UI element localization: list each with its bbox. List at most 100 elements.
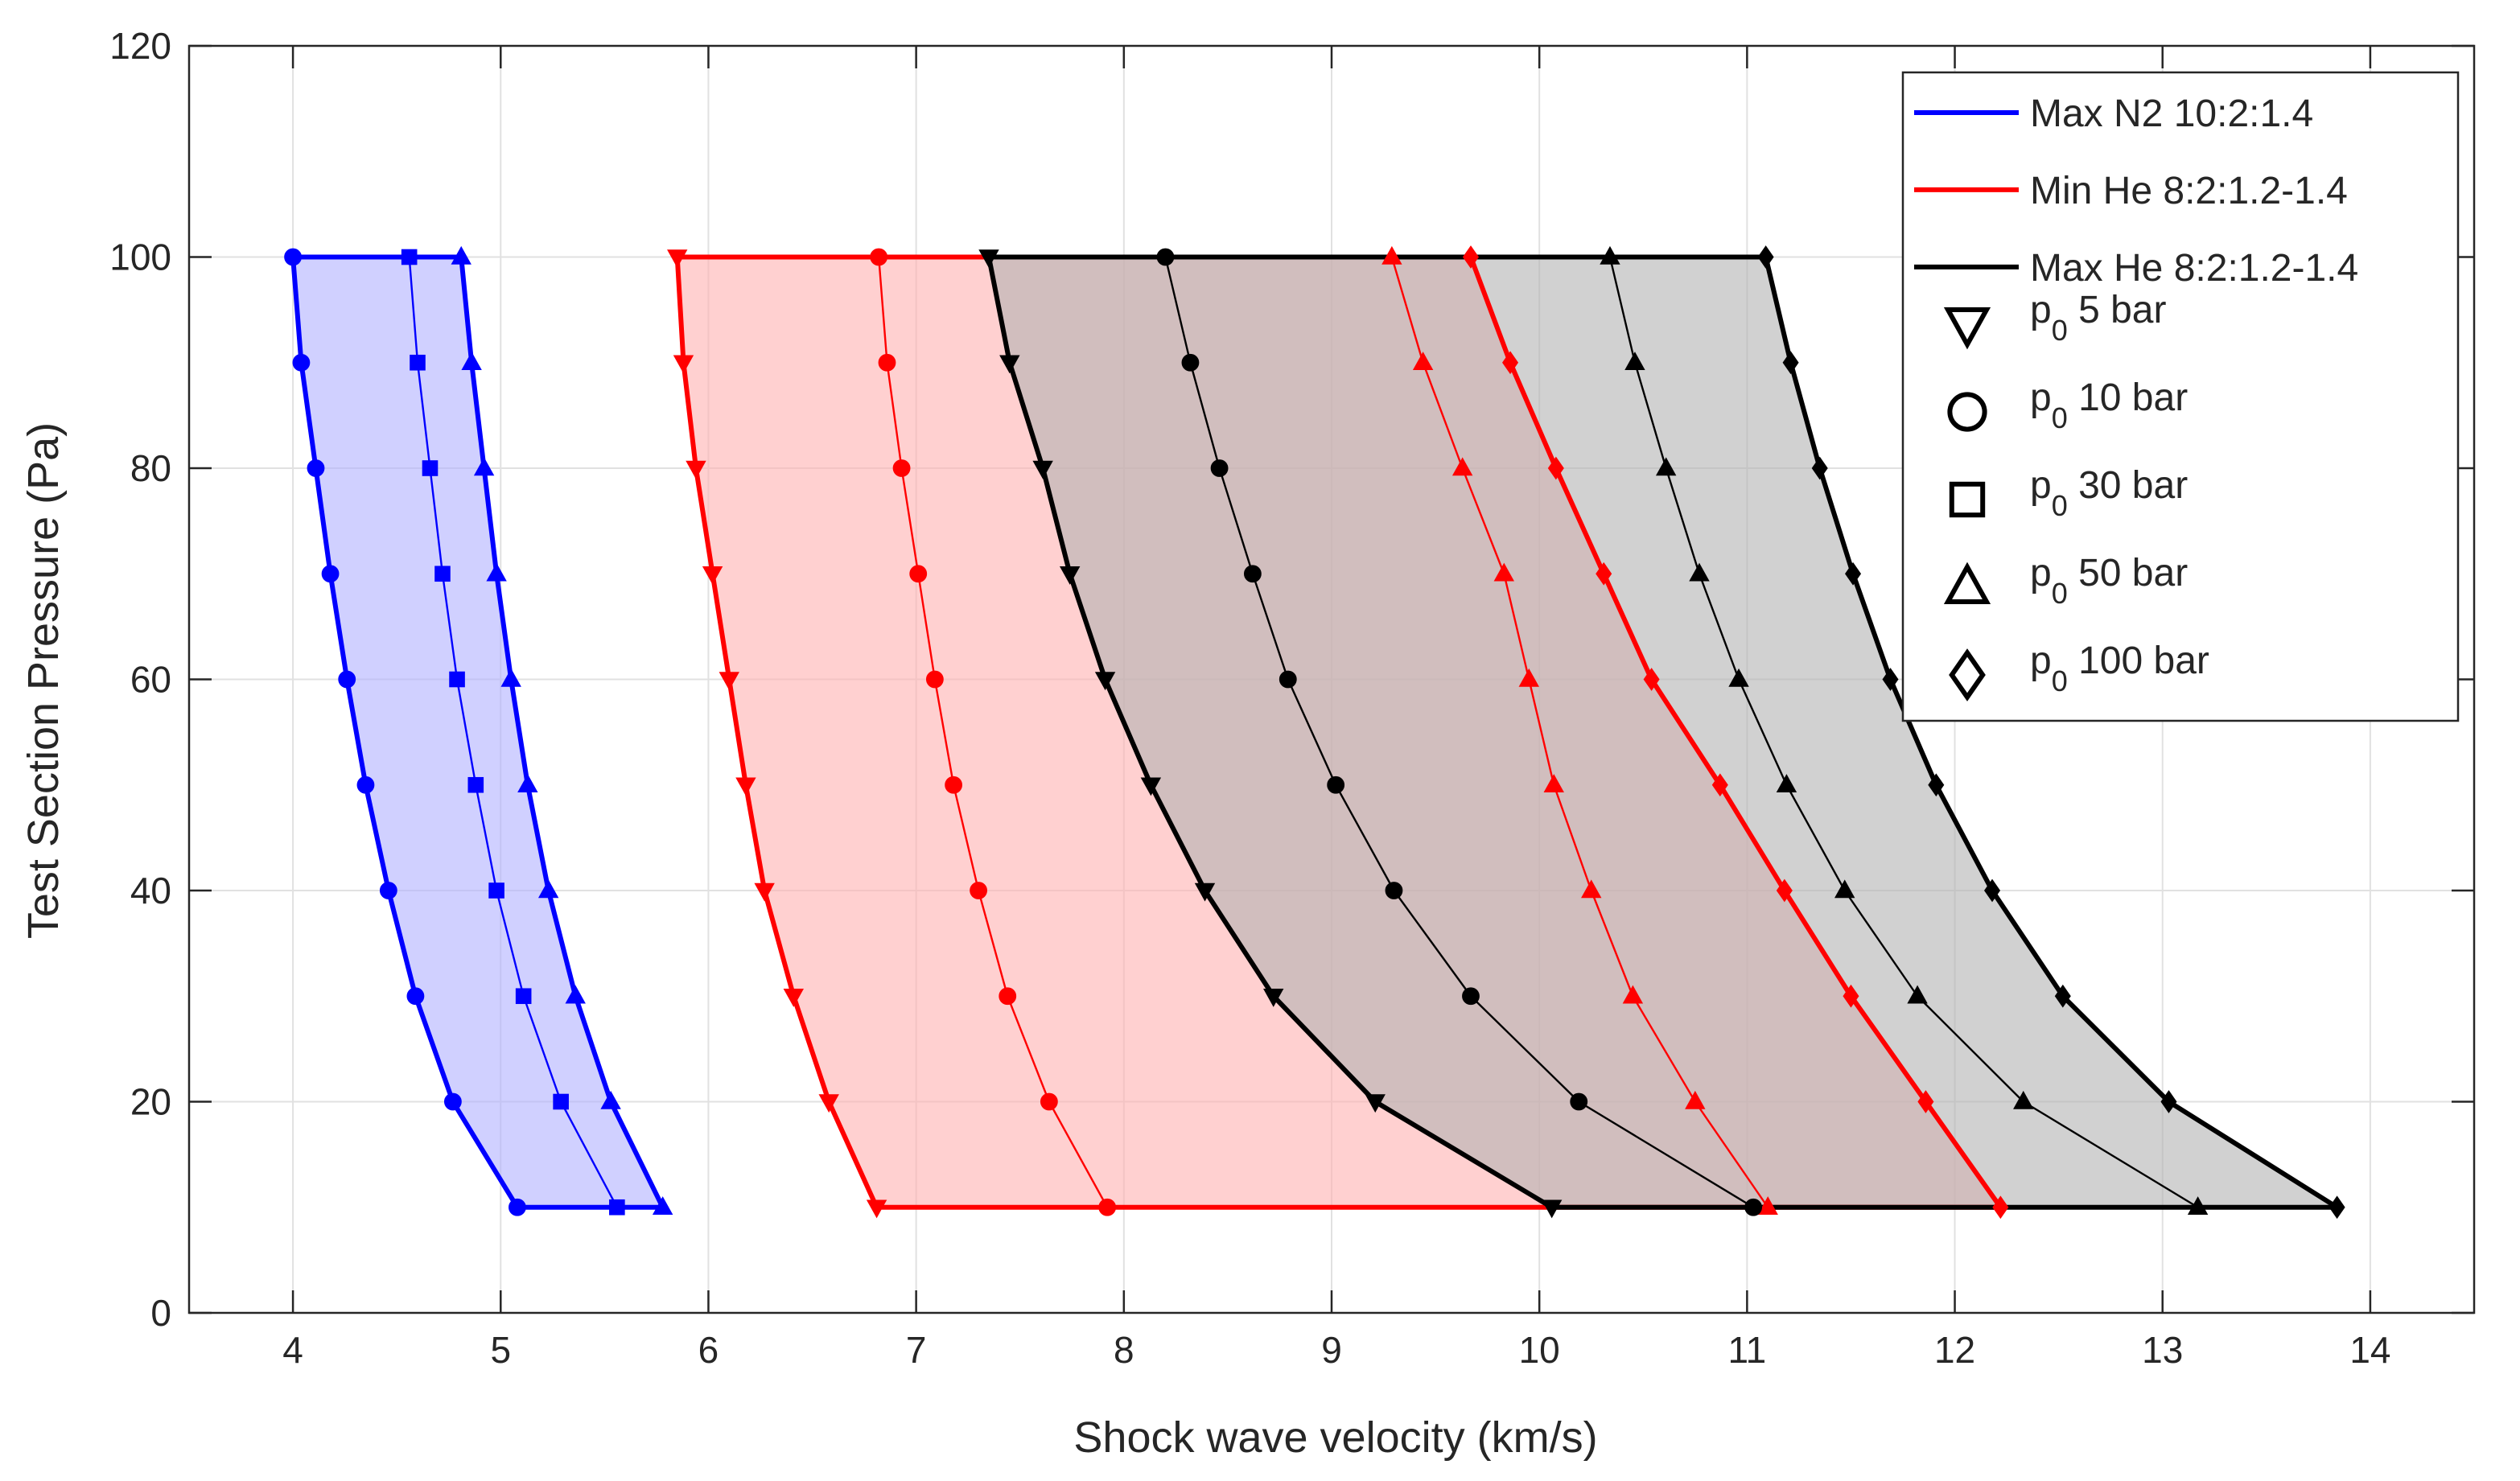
series-line-min-he-8-2-1-2-1-4-100-bar <box>1468 256 2003 1209</box>
point-max-n2-10-2-1-4-10-bar-90 <box>292 353 311 372</box>
point-min-he-8-2-1-2-1-4-5-bar-20 <box>818 1094 839 1113</box>
series-line-max-n2-10-2-1-4-50-bar <box>459 257 665 1209</box>
legend-label-p0-50-bar: p0 50 bar <box>2030 552 2188 610</box>
point-min-he-8-2-1-2-1-4-5-bar-80 <box>686 460 706 479</box>
point-min-he-8-2-1-2-1-4-10-bar-30 <box>999 987 1017 1006</box>
point-max-he-8-2-1-2-1-4-10-bar-80 <box>1210 459 1229 477</box>
legend-marker-10-bar <box>1947 392 1987 432</box>
x-tick-label-12: 12 <box>1934 1329 1975 1371</box>
point-min-he-8-2-1-2-1-4-5-bar-100 <box>667 249 688 269</box>
series-line-max-he-8-2-1-2-1-4-100-bar <box>1763 256 2339 1210</box>
point-max-he-8-2-1-2-1-4-50-bar-50 <box>1776 774 1797 792</box>
point-max-he-8-2-1-2-1-4-100-bar-90 <box>1782 351 1799 375</box>
x-tick-label-10: 10 <box>1519 1329 1560 1371</box>
point-max-n2-10-2-1-4-10-bar-60 <box>338 670 356 689</box>
point-max-n2-10-2-1-4-50-bar-60 <box>500 668 521 687</box>
point-max-n2-10-2-1-4-10-bar-10 <box>509 1198 526 1216</box>
point-max-n2-10-2-1-4-30-bar-80 <box>422 460 439 476</box>
point-max-n2-10-2-1-4-30-bar-100 <box>401 249 418 265</box>
x-tick-label-4: 4 <box>282 1329 303 1371</box>
point-max-he-8-2-1-2-1-4-100-bar-80 <box>1811 456 1828 480</box>
point-max-n2-10-2-1-4-50-bar-70 <box>486 562 507 582</box>
point-min-he-8-2-1-2-1-4-100-bar-80 <box>1547 456 1564 480</box>
x-tick-label-9: 9 <box>1321 1329 1342 1371</box>
x-axis-label: Shock wave velocity (km/s) <box>1073 1413 1597 1462</box>
point-max-n2-10-2-1-4-10-bar-80 <box>307 459 325 477</box>
series-line-max-he-8-2-1-2-1-4-10-bar <box>1164 257 1754 1208</box>
legend-label-p0-30-bar: p0 30 bar <box>2030 464 2188 522</box>
series-line-max-n2-10-2-1-4-10-bar <box>290 257 520 1209</box>
legend-marker-100-bar <box>1949 648 1986 701</box>
point-max-he-8-2-1-2-1-4-100-bar-50 <box>1928 773 1945 797</box>
point-min-he-8-2-1-2-1-4-100-bar-70 <box>1596 562 1612 586</box>
point-max-he-8-2-1-2-1-4-10-bar-10 <box>1744 1198 1763 1216</box>
series-markers <box>284 245 2345 1220</box>
series-lines <box>290 254 2339 1210</box>
point-max-n2-10-2-1-4-10-bar-100 <box>284 248 302 266</box>
point-max-he-8-2-1-2-1-4-100-bar-10 <box>2329 1195 2345 1220</box>
series-line-min-he-8-2-1-2-1-4-5-bar <box>674 257 879 1208</box>
x-tick-label-14: 14 <box>2349 1329 2390 1371</box>
point-min-he-8-2-1-2-1-4-50-bar-30 <box>1622 985 1644 1004</box>
y-tick-label-80: 80 <box>130 447 171 489</box>
x-tick-label-7: 7 <box>906 1329 927 1371</box>
point-min-he-8-2-1-2-1-4-50-bar-20 <box>1685 1090 1706 1109</box>
point-max-he-8-2-1-2-1-4-5-bar-80 <box>1032 460 1053 479</box>
point-max-n2-10-2-1-4-50-bar-100 <box>451 245 471 265</box>
point-max-he-8-2-1-2-1-4-50-bar-60 <box>1728 668 1749 687</box>
point-max-he-8-2-1-2-1-4-10-bar-90 <box>1181 353 1200 372</box>
point-max-he-8-2-1-2-1-4-10-bar-30 <box>1462 987 1480 1006</box>
legend-marker-30-bar <box>1949 481 1986 518</box>
point-max-n2-10-2-1-4-10-bar-40 <box>379 882 397 899</box>
point-max-he-8-2-1-2-1-4-5-bar-10 <box>1541 1199 1563 1219</box>
point-max-he-8-2-1-2-1-4-5-bar-90 <box>999 355 1020 374</box>
point-max-he-8-2-1-2-1-4-100-bar-20 <box>2160 1090 2177 1113</box>
fill-region-max-he-8-2-1-2-1-4 <box>989 257 2337 1207</box>
point-min-he-8-2-1-2-1-4-100-bar-50 <box>1711 773 1728 797</box>
y-tick-label-40: 40 <box>130 870 171 911</box>
point-max-n2-10-2-1-4-50-bar-90 <box>461 352 482 370</box>
point-max-he-8-2-1-2-1-4-10-bar-20 <box>1570 1092 1588 1111</box>
point-max-he-8-2-1-2-1-4-50-bar-10 <box>2187 1196 2209 1215</box>
fill-regions <box>293 257 2337 1207</box>
series-line-min-he-8-2-1-2-1-4-10-bar <box>877 257 1109 1208</box>
point-min-he-8-2-1-2-1-4-100-bar-10 <box>1992 1195 2009 1220</box>
point-max-he-8-2-1-2-1-4-10-bar-40 <box>1385 882 1403 899</box>
point-max-he-8-2-1-2-1-4-50-bar-40 <box>1834 879 1855 899</box>
y-tick-label-0: 0 <box>150 1292 171 1334</box>
point-max-n2-10-2-1-4-10-bar-20 <box>443 1092 462 1111</box>
point-max-n2-10-2-1-4-10-bar-30 <box>406 987 425 1006</box>
legend-label-max-n2-10-2-1-4: Max N2 10:2:1.4 <box>2030 93 2313 135</box>
x-tick-label-6: 6 <box>698 1329 719 1371</box>
point-min-he-8-2-1-2-1-4-100-bar-90 <box>1502 351 1519 375</box>
point-max-n2-10-2-1-4-30-bar-90 <box>410 354 426 371</box>
y-axis-label: Test Section Pressure (Pa) <box>19 422 68 939</box>
point-max-he-8-2-1-2-1-4-100-bar-30 <box>2054 984 2071 1008</box>
point-max-he-8-2-1-2-1-4-50-bar-70 <box>1689 562 1710 582</box>
point-min-he-8-2-1-2-1-4-50-bar-100 <box>1381 245 1402 265</box>
point-max-he-8-2-1-2-1-4-100-bar-60 <box>1882 668 1899 691</box>
legend-label-p0-100-bar: p0 100 bar <box>2030 640 2209 697</box>
x-tick-label-13: 13 <box>2142 1329 2183 1371</box>
point-min-he-8-2-1-2-1-4-10-bar-40 <box>970 882 987 899</box>
point-max-he-8-2-1-2-1-4-50-bar-80 <box>1655 457 1677 476</box>
point-min-he-8-2-1-2-1-4-10-bar-20 <box>1040 1092 1058 1111</box>
point-max-he-8-2-1-2-1-4-100-bar-100 <box>1757 245 1774 269</box>
point-min-he-8-2-1-2-1-4-100-bar-30 <box>1843 984 1859 1008</box>
point-min-he-8-2-1-2-1-4-5-bar-10 <box>866 1199 887 1219</box>
point-min-he-8-2-1-2-1-4-50-bar-50 <box>1543 774 1564 792</box>
point-min-he-8-2-1-2-1-4-10-bar-80 <box>892 459 911 477</box>
point-max-n2-10-2-1-4-30-bar-40 <box>488 882 504 899</box>
point-min-he-8-2-1-2-1-4-10-bar-60 <box>925 670 944 689</box>
point-min-he-8-2-1-2-1-4-100-bar-20 <box>1917 1090 1934 1113</box>
point-min-he-8-2-1-2-1-4-100-bar-100 <box>1462 245 1480 269</box>
y-tick-label-20: 20 <box>130 1081 171 1123</box>
legend-marker-5-bar <box>1943 307 1991 350</box>
legend-marker-50-bar <box>1943 562 1991 604</box>
legend-label-max-he-8-2-1-2-1-4: Max He 8:2:1.2-1.4 <box>2030 247 2358 290</box>
point-max-he-8-2-1-2-1-4-5-bar-20 <box>1365 1094 1386 1113</box>
point-max-n2-10-2-1-4-50-bar-30 <box>565 985 586 1004</box>
point-min-he-8-2-1-2-1-4-50-bar-80 <box>1451 457 1473 476</box>
point-min-he-8-2-1-2-1-4-10-bar-50 <box>945 775 963 794</box>
series-line-max-he-8-2-1-2-1-4-5-bar <box>986 256 1554 1210</box>
